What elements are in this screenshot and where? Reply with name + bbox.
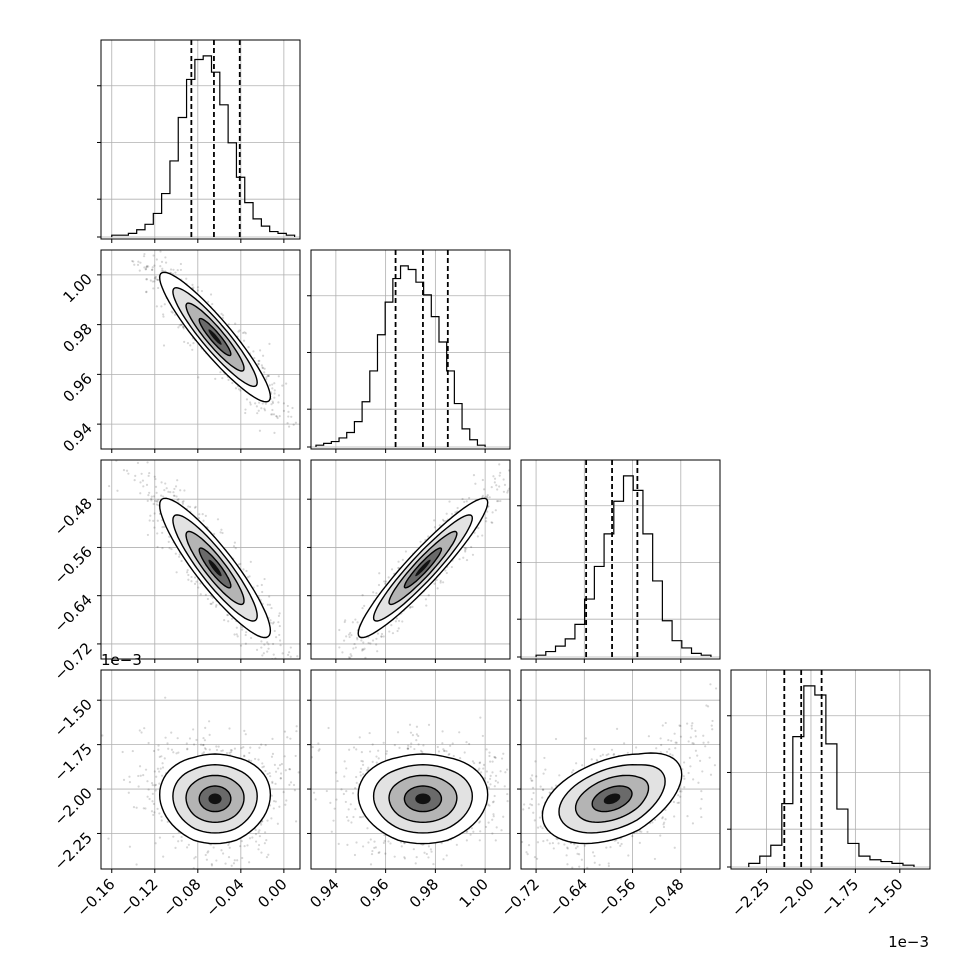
density-core-2-0 xyxy=(208,559,222,577)
y-tick-label: 1.00 xyxy=(59,270,95,306)
x-tick-label: 0.96 xyxy=(356,875,392,911)
x-tick-label: −1.75 xyxy=(817,875,862,920)
y-tick-label: −0.48 xyxy=(51,494,96,539)
histogram-step-3 xyxy=(748,685,915,867)
x-tick-label: −1.50 xyxy=(861,875,906,920)
histogram-step-1 xyxy=(315,265,486,447)
density-core-3-1 xyxy=(415,793,431,805)
y-tick-label: −0.56 xyxy=(51,543,96,588)
hist-panel-3 xyxy=(727,669,931,870)
x-tick-label: −2.25 xyxy=(728,875,773,920)
scatter-panel-1-0: 0.94 0.96 0.98 1.00 xyxy=(59,249,301,456)
scatter-panel-3-2 xyxy=(517,669,721,870)
y-tick-label: −1.75 xyxy=(51,740,96,785)
y-tick-label: −0.72 xyxy=(51,639,96,684)
x-tick-label: −2.00 xyxy=(773,875,818,920)
hist-panel-0 xyxy=(97,39,301,240)
y-tick-label: −0.64 xyxy=(51,591,96,636)
scatter-panel-3-0: −2.25−2.00−1.75−1.50 xyxy=(51,669,301,874)
y-tick-label: 0.98 xyxy=(59,320,95,356)
x-tick-label: −0.04 xyxy=(202,875,247,920)
panel-frame-3-2 xyxy=(520,669,721,870)
x-tick-label: −0.08 xyxy=(159,875,204,920)
panel-frame-2-1 xyxy=(310,459,511,660)
panel-frame-3-0 xyxy=(100,669,301,870)
density-core-2-1 xyxy=(415,559,431,577)
histogram-step-0 xyxy=(111,55,296,237)
panel-frame-1-1 xyxy=(310,249,511,450)
scatter-panel-2-0: −0.72−0.64−0.56−0.48 xyxy=(51,459,301,684)
x-tick-label: 0.00 xyxy=(254,875,290,911)
x-tick-label: −0.16 xyxy=(73,875,118,920)
density-core-3-2 xyxy=(603,793,621,805)
density-core-3-0 xyxy=(208,793,222,805)
y-tick-label: −2.00 xyxy=(51,784,96,829)
x-tick-label: −0.72 xyxy=(498,875,543,920)
panel-frame-3-1 xyxy=(310,669,511,870)
x-tick-label: 0.98 xyxy=(406,875,442,911)
histogram-step-2 xyxy=(535,475,712,657)
panel-frame-2-2 xyxy=(520,459,721,660)
y-tick-label: −2.25 xyxy=(51,829,96,874)
x-tick-label: −0.56 xyxy=(594,875,639,920)
panel-frame-2-0 xyxy=(100,459,301,660)
x-offset-label: 1e−3 xyxy=(888,933,929,951)
x-tick-label: 1.00 xyxy=(456,875,492,911)
scatter-panel-2-1 xyxy=(307,459,511,660)
panel-frame-3-3 xyxy=(730,669,931,870)
hist-panel-1 xyxy=(307,249,511,450)
scatter-panel-3-1 xyxy=(307,669,511,870)
y-tick-label: 0.94 xyxy=(59,419,95,455)
y-tick-label: 0.96 xyxy=(59,369,95,405)
density-core-1-0 xyxy=(208,329,222,345)
panel-frame-1-0 xyxy=(100,249,301,450)
y-tick-label: −1.50 xyxy=(51,695,96,740)
x-tick-label: 0.94 xyxy=(306,875,342,911)
x-tick-label: −0.12 xyxy=(116,875,161,920)
hist-panel-2 xyxy=(517,459,721,660)
panel-frame-0-0 xyxy=(100,39,301,240)
x-tick-label: −0.64 xyxy=(546,875,591,920)
x-tick-label: −0.48 xyxy=(642,875,687,920)
y-offset-label: 1e−3 xyxy=(101,651,142,669)
